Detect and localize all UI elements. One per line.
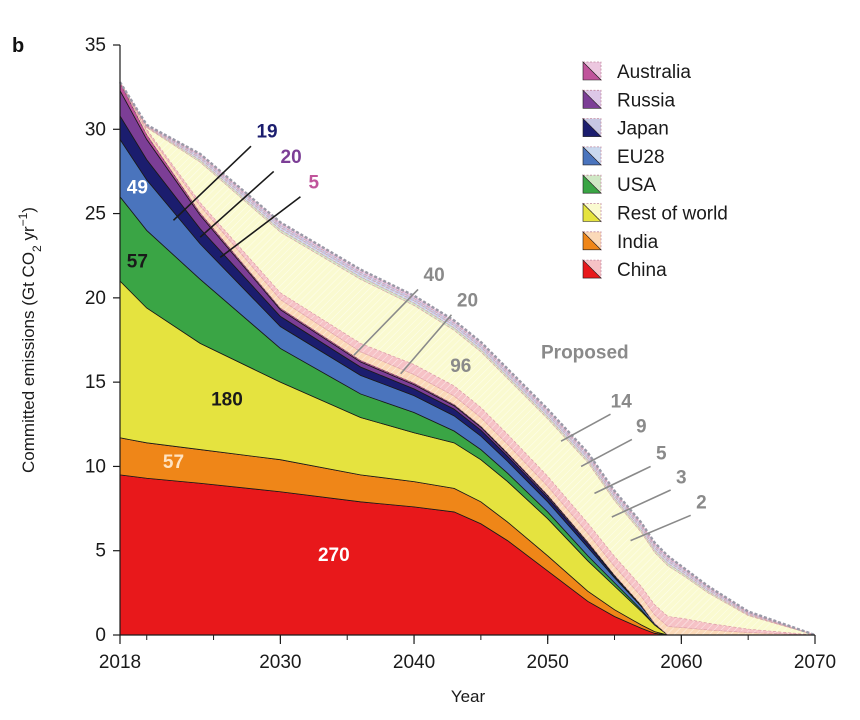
x-axis-title: Year — [451, 687, 486, 706]
legend-entry-usa: USA — [582, 174, 656, 196]
x-tick-label: 2030 — [259, 652, 301, 673]
legend-swatch-existing — [582, 259, 602, 279]
callout-leader-line — [594, 465, 651, 495]
x-tick-label: 2040 — [393, 652, 435, 673]
y-tick-label: 20 — [85, 288, 106, 309]
x-tick-label: 2018 — [99, 652, 141, 673]
callout-label: 96 — [450, 356, 471, 377]
callout-leader-line — [630, 514, 692, 542]
callout-label: 3 — [676, 467, 687, 488]
callout-label: 5 — [309, 172, 320, 193]
proposed-envelope-line — [118, 81, 816, 637]
legend-entry-eu28: EU28 — [582, 146, 665, 168]
legend-label: Russia — [617, 90, 676, 111]
callout-leader-line — [199, 170, 275, 238]
callout-leader-line — [172, 145, 252, 221]
legend-entry-india: India — [582, 231, 659, 253]
callout-label: 14 — [611, 391, 633, 412]
value-label: 49 — [127, 177, 148, 198]
callout-leader-line — [611, 489, 671, 518]
x-tick-label: 2070 — [794, 652, 836, 673]
callout-label: 20 — [457, 290, 478, 311]
y-tick-label: 35 — [85, 35, 106, 56]
callout-label: 40 — [424, 265, 445, 286]
legend-swatch-existing — [582, 117, 602, 137]
y-axis-title: Committed emissions (Gt CO2 yr−1) — [16, 207, 44, 473]
chart-legend: Australia Russia Japan EU28 USA Rest of world… — [582, 61, 728, 281]
legend-label: China — [617, 260, 667, 281]
callout-label: 2 — [696, 493, 707, 514]
legend-label: Rest of world — [617, 204, 728, 225]
y-tick-label: 10 — [85, 456, 106, 477]
legend-label: Japan — [617, 119, 669, 140]
proposed-label: Proposed — [541, 343, 629, 364]
y-tick-label: 0 — [95, 625, 106, 646]
legend-entry-china: China — [582, 259, 667, 281]
callout-leader-line — [353, 288, 419, 356]
legend-entry-rest-of-world: Rest of world — [582, 202, 728, 225]
legend-entry-australia: Australia — [582, 61, 691, 83]
value-label: 180 — [211, 390, 243, 411]
legend-entry-russia: Russia — [582, 89, 676, 111]
y-tick-label: 25 — [85, 204, 106, 225]
legend-label: Australia — [617, 62, 691, 83]
legend-label: India — [617, 232, 659, 253]
legend-swatch-existing — [582, 61, 602, 81]
legend-label: EU28 — [617, 147, 665, 168]
legend-entry-japan: Japan — [582, 117, 669, 140]
x-tick-label: 2050 — [527, 652, 569, 673]
callout-label: 19 — [256, 122, 277, 143]
value-label: 57 — [127, 252, 148, 273]
y-tick-label: 15 — [85, 372, 106, 393]
y-tick-label: 30 — [85, 119, 106, 140]
callout-leader-line — [219, 196, 301, 259]
panel-label: b — [12, 35, 24, 57]
value-label: 270 — [318, 545, 350, 566]
callout-label: 5 — [656, 444, 667, 465]
area-proposed-japan — [119, 81, 816, 636]
x-tick-label: 2060 — [660, 652, 702, 673]
callout-leader-line — [560, 413, 611, 442]
legend-swatch-existing — [582, 146, 602, 166]
legend-swatch-existing — [582, 231, 602, 251]
callout-leader-line — [400, 314, 453, 375]
callout-label: 9 — [636, 417, 647, 438]
legend-swatch-existing — [582, 89, 602, 109]
value-label: 57 — [163, 452, 184, 473]
legend-label: USA — [617, 175, 656, 196]
legend-swatch-existing — [582, 202, 602, 222]
callout-leader-line — [580, 438, 633, 468]
legend-swatch-existing — [582, 174, 602, 194]
y-tick-label: 5 — [95, 541, 106, 562]
callout-label: 20 — [281, 147, 302, 168]
